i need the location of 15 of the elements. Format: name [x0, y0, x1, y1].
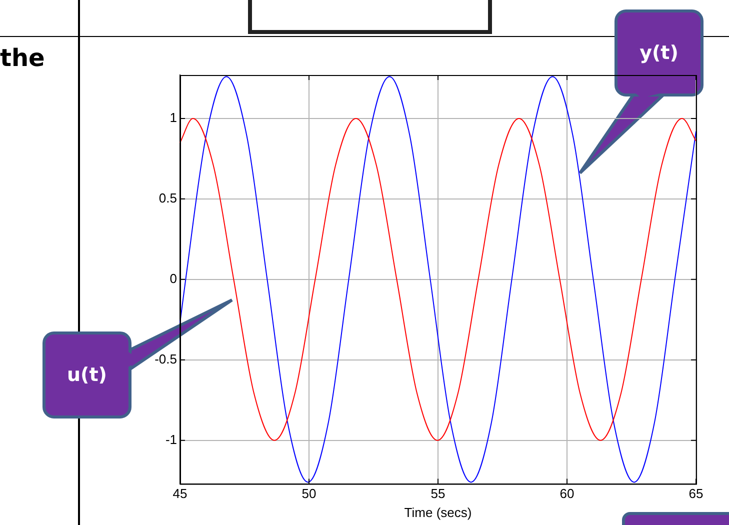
x-tick-label: 55: [430, 486, 446, 502]
x-tick-label: 60: [560, 486, 574, 502]
x-axis-title: Time (secs): [404, 504, 472, 520]
y-tick-label: -0.5: [154, 351, 177, 366]
line-series: [180, 118, 696, 441]
y-tick-label: 1: [170, 110, 177, 126]
callout-box: y(t): [576, 7, 710, 181]
x-tick-label: 45: [172, 486, 188, 502]
line-series: [180, 76, 696, 483]
x-tick-label: 65: [688, 486, 704, 502]
y-tick-label: 0.5: [158, 190, 177, 206]
y-tick-label: -1: [165, 432, 177, 447]
text: the: [0, 44, 45, 72]
y-tick-label: 0: [170, 270, 177, 286]
x-tick-label: 50: [302, 486, 316, 502]
